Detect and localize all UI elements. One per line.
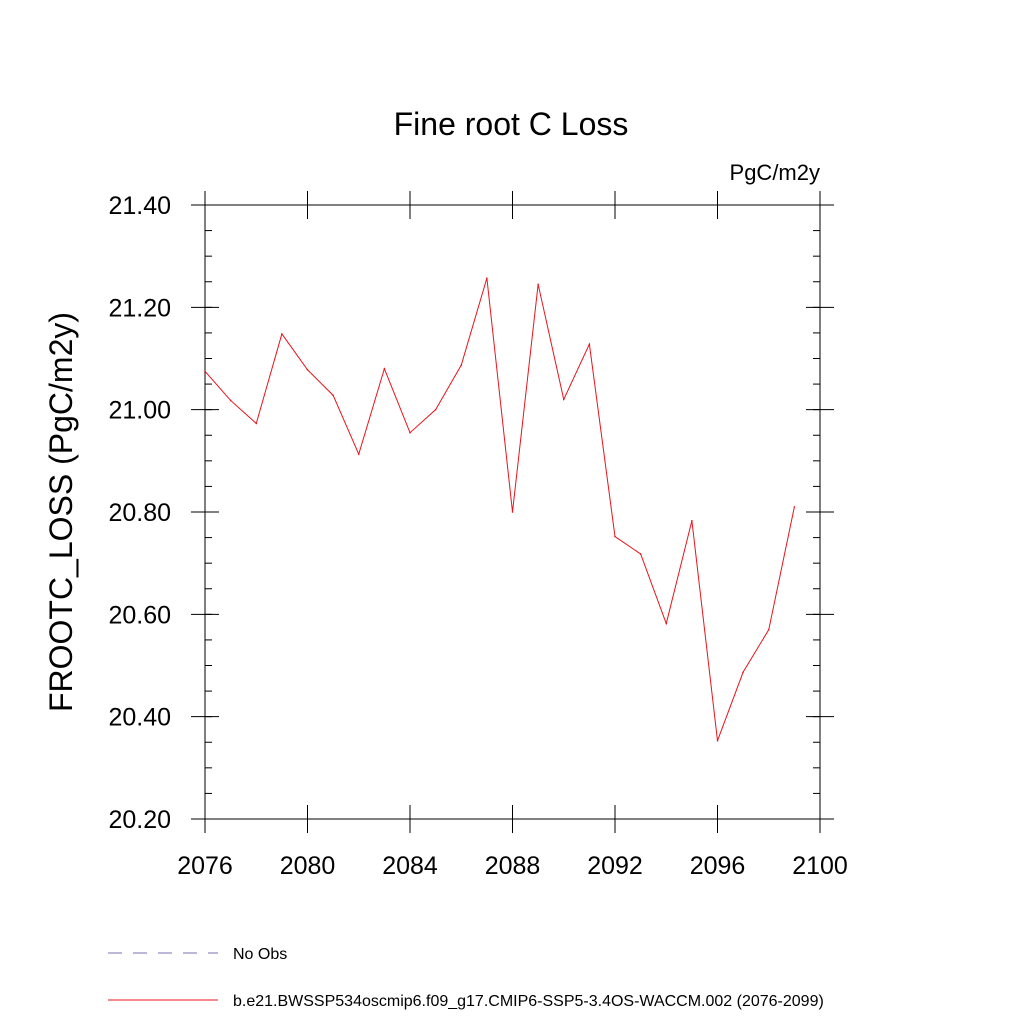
data-point xyxy=(306,368,309,371)
x-tick-label: 2088 xyxy=(485,852,541,880)
data-point xyxy=(665,622,668,625)
x-tick-labels: 2076 2080 2084 2088 2092 2096 2100 xyxy=(177,852,848,880)
data-point xyxy=(486,277,488,279)
data-point xyxy=(537,283,539,286)
y-tick-label: 20.40 xyxy=(108,704,171,732)
series-line xyxy=(204,278,795,741)
y-tick-labels: 20.20 20.40 20.60 20.80 21.00 21.20 21.40 xyxy=(108,192,171,834)
x-tick-label: 2092 xyxy=(587,852,643,880)
legend-label: b.e21.BWSSP534oscmip6.f09_g17.CMIP6-SSP5… xyxy=(233,993,824,1010)
data-point xyxy=(614,535,616,538)
data-point xyxy=(229,399,232,402)
data-point xyxy=(255,422,258,425)
y-tick-label: 20.20 xyxy=(108,806,171,834)
data-point xyxy=(383,367,386,370)
data-point xyxy=(332,394,334,397)
data-point xyxy=(409,431,411,434)
data-point xyxy=(639,553,642,555)
data-point xyxy=(691,519,693,522)
data-point xyxy=(767,628,770,631)
data-point xyxy=(434,408,437,411)
data-point xyxy=(562,398,565,401)
y-tick-label: 20.80 xyxy=(108,499,171,527)
data-point xyxy=(460,364,463,366)
y-tick-label: 20.60 xyxy=(108,601,171,629)
legend: No Obs b.e21.BWSSP534oscmip6.f09_g17.CMIP… xyxy=(108,946,824,1010)
x-tick-label: 2084 xyxy=(382,852,438,880)
y-axis-label: FROOTC_LOSS (PgC/m2y) xyxy=(43,312,79,712)
data-point xyxy=(511,511,514,513)
x-tick-label: 2100 xyxy=(792,852,848,880)
y-tick-label: 21.40 xyxy=(108,192,171,220)
data-point xyxy=(281,333,283,335)
units-label: PgC/m2y xyxy=(730,160,820,185)
data-point xyxy=(204,370,206,373)
data-point xyxy=(588,343,591,345)
data-point xyxy=(793,506,796,508)
chart-title: Fine root C Loss xyxy=(394,106,629,142)
data-points xyxy=(204,277,796,742)
x-tick-label: 2076 xyxy=(177,852,233,880)
data-point xyxy=(742,671,744,673)
legend-label: No Obs xyxy=(233,946,287,963)
x-tick-label: 2080 xyxy=(280,852,336,880)
x-tick-label: 2096 xyxy=(690,852,746,880)
data-point xyxy=(357,453,360,455)
y-tick-label: 21.00 xyxy=(108,397,171,425)
data-point xyxy=(716,739,719,742)
axes xyxy=(191,191,834,833)
y-tick-label: 21.20 xyxy=(108,294,171,322)
